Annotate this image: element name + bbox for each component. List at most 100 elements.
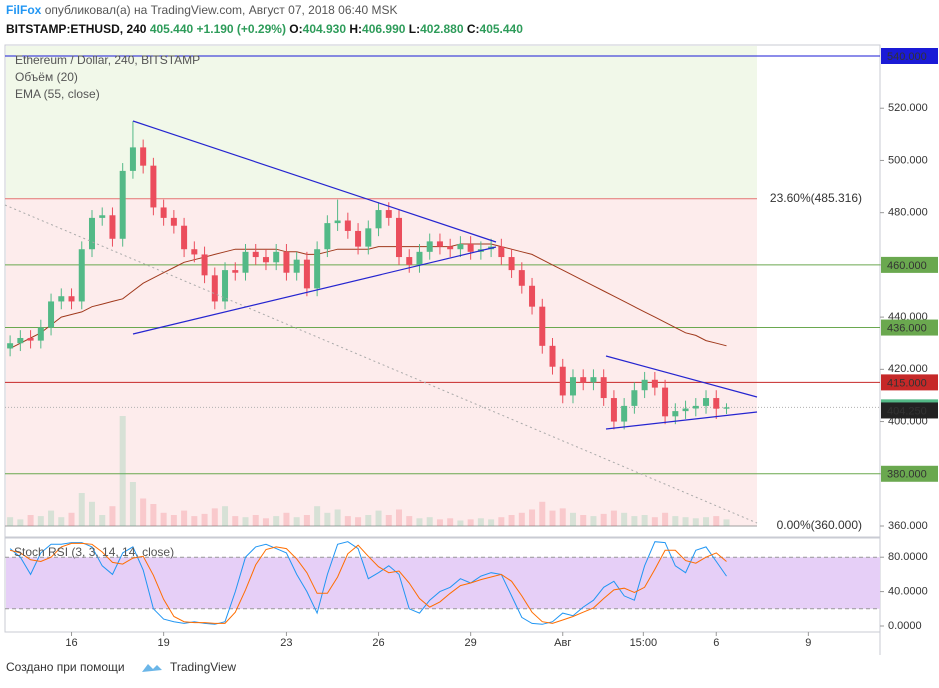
ohlc-key: O: — [289, 22, 302, 36]
candle-body — [682, 408, 689, 412]
candle-body — [27, 338, 34, 341]
candle-body — [436, 241, 443, 247]
trend-line — [132, 120, 497, 243]
volume-bar — [713, 516, 720, 526]
candle-body — [37, 327, 44, 341]
level-box — [881, 256, 938, 273]
candle-body — [170, 217, 177, 226]
volume-bar — [375, 510, 382, 526]
candle-body — [273, 251, 280, 263]
volume-bar — [416, 518, 423, 526]
volume-bar — [344, 516, 351, 526]
volume-bar — [672, 516, 679, 526]
candle-body — [416, 251, 423, 265]
volume-bar — [68, 512, 75, 526]
candle-body — [539, 306, 546, 346]
volume-bar — [273, 516, 280, 526]
y-tick-label: 500.000 — [888, 154, 928, 166]
trend-lines — [4, 120, 758, 524]
candle-body — [703, 398, 710, 406]
candle-body — [672, 411, 679, 417]
legend: Ethereum / Dollar, 240, BITSTAMP Объём (… — [14, 53, 200, 559]
candle-body — [181, 225, 188, 250]
volume-bar — [559, 508, 566, 526]
volume-bar — [17, 519, 24, 526]
candle-body — [7, 343, 14, 349]
volume-bar — [723, 519, 730, 526]
volume-bar — [232, 516, 239, 526]
candle-body — [344, 220, 351, 231]
volume-bar — [529, 509, 536, 526]
volume-bar — [170, 515, 177, 526]
level-box — [881, 402, 938, 419]
candle-body — [621, 405, 628, 422]
candle-body — [580, 377, 587, 383]
candle-body — [518, 270, 525, 286]
candle-body — [713, 398, 720, 409]
ema-label: EMA (55, close) — [15, 87, 100, 101]
volume-bar — [569, 512, 576, 526]
candle-body — [99, 215, 106, 218]
footer-brand[interactable]: TradingView — [170, 660, 236, 674]
volume-bar — [631, 516, 638, 526]
volume-bar — [498, 517, 505, 526]
candle-body — [569, 377, 576, 396]
volume-bar — [37, 516, 44, 526]
ohlc-key: C: — [467, 22, 480, 36]
candle-body — [324, 223, 331, 250]
volume-bar — [580, 515, 587, 526]
stoch-line — [9, 541, 727, 625]
volume-bar — [129, 482, 136, 526]
candle-body — [610, 398, 617, 422]
fib-zone — [6, 46, 757, 199]
volume-bar — [396, 509, 403, 526]
y-tick-label: 0.0000 — [888, 620, 922, 632]
volume-bar — [539, 501, 546, 526]
volume-bar — [160, 512, 167, 526]
volume-bar — [641, 515, 648, 526]
volume-bar — [283, 512, 290, 526]
volume-bar — [140, 498, 147, 526]
published: опубликовал(а) на TradingView.com, Авгус… — [45, 3, 398, 17]
fib-label: 23.60%(485.316) — [770, 191, 862, 205]
candle-body — [498, 246, 505, 258]
volume-bar — [191, 516, 198, 526]
candle-body — [396, 217, 403, 258]
ohlc-value: 406.990 — [362, 22, 406, 36]
y-tick-label: 80.0000 — [888, 551, 928, 563]
volume-bar — [682, 517, 689, 526]
candle-body — [355, 230, 362, 247]
candle-body — [590, 377, 597, 383]
volume-bar — [436, 519, 443, 526]
volume-bar — [457, 520, 464, 526]
volume-bar — [58, 517, 65, 526]
author[interactable]: FilFox — [6, 3, 42, 17]
volume-bar — [303, 515, 310, 526]
volume-bar — [621, 512, 628, 526]
candle-body — [365, 228, 372, 247]
symbol-line: BITSTAMP:ETHUSD, 240 405.440 +1.190 (+0.… — [6, 22, 523, 36]
level-box — [881, 319, 938, 336]
footer-text: Создано при помощи — [6, 660, 125, 674]
candle-body — [447, 246, 454, 250]
volume-bar — [600, 513, 607, 526]
volume-bar — [703, 517, 710, 526]
header-line: FilFox опубликовал(а) на TradingView.com… — [6, 3, 398, 17]
y-tick-label: 520.000 — [888, 102, 928, 114]
change: +1.190 (+0.29%) — [197, 22, 286, 36]
candle-body — [68, 296, 75, 302]
candle-body — [252, 251, 259, 258]
candle-body — [78, 249, 85, 302]
candle-body — [283, 251, 290, 273]
volume-bar — [324, 512, 331, 526]
volume-bar — [181, 510, 188, 526]
x-tick-label: 16 — [65, 637, 77, 649]
level-label: 415.000 — [887, 377, 927, 389]
volume-bar — [467, 519, 474, 526]
volume-bar — [662, 512, 669, 526]
candle-body — [109, 215, 116, 239]
volume-bar — [88, 501, 95, 526]
y-tick-label: 40.0000 — [888, 586, 928, 598]
x-tick-label: 9 — [805, 637, 811, 649]
fib-trend — [4, 204, 758, 524]
